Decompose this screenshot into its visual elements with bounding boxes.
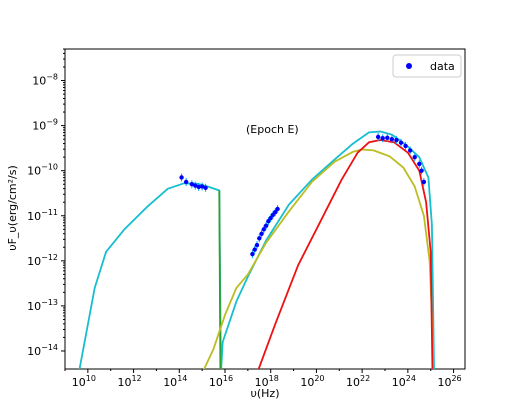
y-axis-label: υF_υ(erg/cm²/s): [6, 165, 19, 251]
x-tick-label: 1022: [346, 374, 370, 389]
data-point: [268, 215, 273, 221]
y-tick-label: 10−13: [27, 298, 58, 313]
legend-marker: [406, 63, 412, 69]
data-point: [250, 251, 255, 257]
y-tick-label: 10−10: [27, 163, 58, 178]
model-curve-2: [203, 148, 434, 369]
epoch-annotation: (Epoch E): [246, 123, 299, 136]
data-points: [179, 132, 427, 259]
y-tick-label: 10−9: [32, 118, 58, 133]
data-point: [375, 134, 381, 140]
x-tick-label: 1016: [209, 374, 233, 389]
data-point: [259, 231, 264, 236]
data-point: [394, 137, 399, 143]
data-point: [183, 179, 189, 185]
y-tick-label: 10−11: [27, 208, 58, 223]
data-point: [417, 161, 422, 167]
x-tick-label: 1024: [392, 374, 416, 389]
data-point: [266, 218, 271, 224]
data-point: [196, 184, 201, 190]
y-tick-label: 10−12: [27, 253, 58, 268]
data-point: [398, 140, 404, 145]
data-point: [421, 179, 427, 185]
data-point: [403, 143, 408, 149]
data-point: [203, 185, 208, 191]
plot-area: [64, 48, 466, 370]
data-point: [263, 223, 269, 228]
data-point: [419, 168, 424, 173]
x-tick-label: 1018: [255, 374, 279, 389]
data-point: [199, 184, 205, 189]
data-point: [412, 154, 417, 160]
data-point: [257, 236, 262, 241]
x-tick-label: 1010: [72, 374, 96, 389]
model-curve-3: [257, 139, 434, 369]
data-point: [389, 136, 395, 142]
legend-label: data: [430, 60, 455, 73]
data-point: [252, 247, 257, 252]
data-point: [385, 135, 390, 140]
x-tick-label: 1014: [163, 374, 187, 389]
data-point: [189, 182, 195, 187]
model-curve-1: [218, 190, 222, 369]
data-point: [261, 227, 267, 232]
y-axis-ticks: 10−14 10−13 10−12 10−11 10−10 10−9 10−8: [27, 48, 65, 358]
legend-box: [392, 54, 462, 78]
x-axis-ticks: 1010 1012 1014 1016 1018 1020 1022 1024 1026: [64, 369, 462, 389]
data-point: [254, 242, 260, 248]
data-point: [407, 148, 413, 153]
y-tick-label: 10−14: [27, 343, 58, 358]
legend: data: [392, 54, 462, 78]
data-point: [193, 183, 198, 188]
data-point: [179, 175, 184, 180]
y-tick-label: 10−8: [32, 73, 58, 88]
data-point: [275, 206, 280, 212]
x-tick-label: 1026: [437, 374, 461, 389]
x-axis-label: υ(Hz): [251, 387, 280, 400]
x-tick-label: 1020: [300, 374, 324, 389]
x-tick-label: 1012: [117, 374, 141, 389]
data-point: [273, 209, 278, 215]
data-point: [380, 136, 385, 141]
